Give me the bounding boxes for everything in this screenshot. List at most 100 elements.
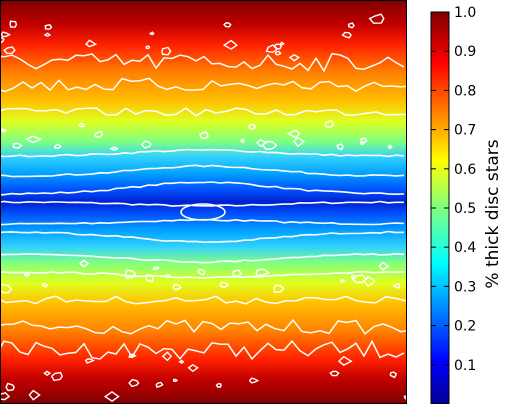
contour-speckle: [0, 392, 11, 401]
contour-speckle: [145, 45, 151, 50]
contour-line-noisy-upper-1: [0, 107, 407, 117]
contour-line-inner-lower: [0, 230, 405, 244]
contour-speckle: [387, 144, 394, 150]
contour-speckle: [128, 378, 140, 388]
contour-speckle: [0, 36, 5, 44]
contour-speckle: [78, 123, 86, 128]
contour-speckle: [124, 269, 137, 279]
contour-speckle: [240, 138, 245, 144]
contour-speckle: [109, 146, 119, 152]
contour-speckle: [50, 371, 64, 382]
contour-speckle: [0, 283, 13, 294]
contour-speckle: [329, 370, 340, 377]
contour-line-inner-upper: [0, 181, 405, 196]
contour-speckle: [23, 271, 30, 278]
contour-speckle: [43, 32, 52, 37]
contour-speckle: [339, 278, 346, 284]
contour-speckle: [392, 282, 401, 289]
colorbar-label: % thick disc stars: [483, 139, 503, 288]
contour-speckle: [273, 284, 285, 293]
colorbar-ticks: 0.1 0.2 0.3 0.4 0.5 0.6 0.7 0.8 0.9 1.0: [431, 5, 476, 374]
contour-line-noisy-upper-3: [0, 52, 405, 73]
contour-line-mid-upper: [0, 164, 405, 178]
colorbar-tick-label: 0.6: [454, 162, 476, 178]
contour-line-noisy-lower-3: [0, 339, 405, 361]
contour-speckle: [103, 391, 120, 402]
contour-speckle: [360, 137, 368, 144]
contour-speckle: [363, 275, 377, 288]
contour-lines: [0, 52, 407, 361]
colorbar-tick-label: 0.1: [454, 358, 476, 374]
contour-speckle: [28, 389, 41, 401]
contour-speckle: [155, 381, 164, 388]
contour-speckle: [359, 141, 365, 146]
contour-speckle: [197, 268, 206, 276]
plot-area: [0, 0, 407, 404]
colorbar-tick-label: 0.7: [454, 123, 476, 139]
contour-speckle: [84, 358, 96, 364]
contour-speckle: [44, 24, 53, 30]
contour-speckle: [351, 274, 368, 284]
contour-speckle: [140, 140, 152, 149]
contour-speckle: [219, 281, 230, 288]
contour-speckle: [12, 142, 23, 149]
contour-speckle: [43, 370, 52, 377]
noise-contours: [0, 13, 407, 402]
contour-speckle: [144, 274, 154, 283]
contour-speckle: [286, 129, 301, 139]
contour-speckle: [337, 355, 353, 366]
contour-speckle: [5, 382, 15, 392]
contour-speckle: [222, 39, 238, 50]
contour-line-mid-lower: [0, 253, 405, 264]
contour-speckle: [274, 50, 282, 56]
contour-speckle: [24, 135, 43, 144]
contour-speckle: [324, 119, 335, 129]
colorbar-tick-label: 0.9: [454, 44, 476, 60]
contour-speckle: [0, 31, 12, 38]
contour-line-outer-lower: [0, 270, 405, 279]
contour-speckle: [41, 282, 48, 288]
contour-speckle: [178, 359, 185, 364]
contour-speckle: [187, 363, 199, 373]
contour-speckle: [389, 371, 398, 379]
contour-speckle: [172, 378, 179, 383]
colorbar-tick-label: 0.3: [454, 279, 476, 295]
contour-speckle: [148, 31, 155, 36]
contour-line-core-upper: [0, 200, 404, 207]
colorbar-tick-label: 1.0: [454, 5, 476, 21]
contour-speckle: [0, 128, 8, 133]
contour-speckle: [164, 273, 171, 279]
colorbar-tick-label: 0.8: [454, 83, 476, 99]
contour-speckle: [161, 351, 173, 362]
contour-speckle: [3, 46, 16, 55]
contour-line-outer-upper: [0, 148, 405, 158]
contour-speckle: [265, 44, 279, 54]
colorbar: 0.1 0.2 0.3 0.4 0.5 0.6 0.7 0.8 0.9 1.0: [430, 5, 476, 404]
contour-speckle: [9, 20, 18, 28]
contour-speckle: [128, 353, 137, 358]
contour-line-noisy-lower-2: [0, 319, 407, 335]
colorbar-tick-label: 0.5: [454, 201, 476, 217]
contour-speckle: [152, 265, 160, 270]
contour-speckle: [341, 31, 352, 39]
contour-speckle: [347, 22, 355, 29]
contour-line-noisy-lower-1: [0, 295, 407, 305]
contour-line-noisy-upper-2: [0, 77, 407, 93]
contour-loop-centre: [180, 203, 226, 221]
contour-speckle: [248, 123, 257, 130]
contour-speckle: [350, 274, 358, 279]
contour-speckle: [215, 382, 222, 388]
contour-speckle: [84, 39, 98, 48]
contour-speckle: [336, 143, 344, 151]
colorbar-tick-label: 0.2: [454, 319, 476, 335]
contour-speckle: [93, 130, 104, 138]
contour-speckle: [78, 259, 90, 268]
colorbar-tick-label: 0.4: [454, 240, 476, 256]
contour-speckle: [368, 13, 385, 24]
contour-speckle: [223, 22, 232, 28]
contour-speckle: [403, 395, 407, 400]
contour-speckle: [53, 143, 62, 150]
contour-speckle: [232, 269, 243, 277]
